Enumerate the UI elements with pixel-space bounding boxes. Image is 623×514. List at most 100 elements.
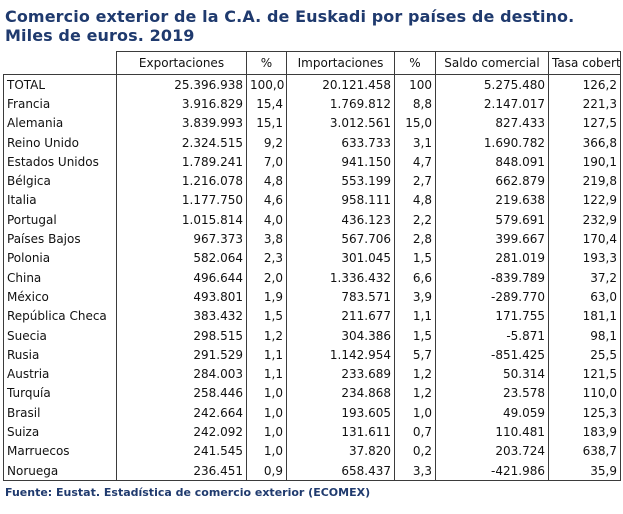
country-header	[3, 51, 117, 75]
country-cell: México	[3, 287, 117, 307]
coverage-cell: 37,2	[548, 267, 621, 288]
balance-cell: 1.690.782	[435, 132, 549, 153]
trade-table: Exportaciones% Importaciones% Saldo comerc…	[3, 51, 621, 482]
coverage-cell: 183,9	[548, 422, 621, 442]
exports-cell: 242.092	[116, 422, 247, 442]
country-cell: Turquía	[3, 383, 117, 404]
table-row: Polonia 582.064 2,3 301.045 1,5 281.019 193,3	[3, 248, 621, 268]
balance-cell: 171.755	[435, 306, 549, 326]
table-row: Suiza 242.092 1,0 131.611 0,7 110.481 183,9	[3, 422, 621, 442]
exports-cell: 383.432	[116, 306, 247, 326]
imports-pct-cell: 2,2	[394, 210, 436, 230]
country-cell: Francia	[3, 94, 117, 114]
balance-cell: -839.789	[435, 267, 549, 288]
country-cell: República Checa	[3, 306, 117, 326]
exports-pct-cell: 1,0	[246, 383, 287, 404]
exports-cell: 1.216.078	[116, 171, 247, 191]
coverage-cell: 221,3	[548, 94, 621, 114]
balance-cell: 23.578	[435, 383, 549, 404]
exports-cell: 493.801	[116, 287, 247, 307]
table-row: Brasil 242.664 1,0 193.605 1,0 49.059 125,3	[3, 403, 621, 423]
imports-pct-cell: 15,0	[394, 113, 436, 133]
country-cell: Estados Unidos	[3, 152, 117, 172]
imports-pct-cell: 3,1	[394, 132, 436, 153]
country-cell: Suiza	[3, 422, 117, 442]
country-cell: Suecia	[3, 325, 117, 346]
exports-cell: 241.545	[116, 441, 247, 461]
exports-cell: 236.451	[116, 460, 247, 482]
exports-pct-cell: 4,6	[246, 190, 287, 211]
exports-pct-header: %	[246, 51, 287, 75]
total-row: TOTAL 25.396.938 100,0 20.121.458 100 5.275.4…	[3, 74, 621, 95]
header-row: Exportaciones% Importaciones% Saldo comerc…	[3, 51, 621, 75]
imports-pct-cell: 6,6	[394, 267, 436, 288]
imports-pct-cell: 1,2	[394, 364, 436, 384]
exports-pct-cell: 1,0	[246, 441, 287, 461]
coverage-cell: 63,0	[548, 287, 621, 307]
imports-cell: 301.045	[286, 248, 395, 268]
country-cell: Países Bajos	[3, 229, 117, 249]
table-row: Italia 1.177.750 4,6 958.111 4,8 219.638 122,9	[3, 190, 621, 211]
balance-cell: 203.724	[435, 441, 549, 461]
table-row: Austria 284.003 1,1 233.689 1,2 50.314 121,5	[3, 364, 621, 384]
balance-cell: -851.425	[435, 345, 549, 365]
exports-pct-cell: 1,0	[246, 403, 287, 423]
title-line-2: Miles de euros. 2019	[5, 26, 195, 45]
imports-pct-cell: 4,8	[394, 190, 436, 211]
table-row: Noruega 236.451 0,9 658.437 3,3 -421.986 35,9	[3, 460, 621, 482]
imports-cell: 783.571	[286, 287, 395, 307]
imports-cell: 193.605	[286, 403, 395, 423]
table-row: Portugal 1.015.814 4,0 436.123 2,2 579.691 232…	[3, 210, 621, 230]
balance-cell: 5.275.480	[435, 74, 549, 95]
imports-cell: 3.012.561	[286, 113, 395, 133]
table-row: Rusia 291.529 1,1 1.142.954 5,7 -851.425 25,5	[3, 345, 621, 365]
exports-cell: 582.064	[116, 248, 247, 268]
exports-pct-cell: 4,8	[246, 171, 287, 191]
exports-pct-cell: 1,1	[246, 345, 287, 365]
imports-pct-cell: 1,0	[394, 403, 436, 423]
source-note: Fuente: Eustat. Estadística de comercio …	[5, 486, 371, 499]
imports-cell: 941.150	[286, 152, 395, 172]
imports-cell: 1.336.432	[286, 267, 395, 288]
coverage-cell: 170,4	[548, 229, 621, 249]
balance-header: Saldo comercial	[435, 51, 549, 75]
balance-cell: -289.770	[435, 287, 549, 307]
balance-cell: 827.433	[435, 113, 549, 133]
coverage-cell: 125,3	[548, 403, 621, 423]
exports-pct-cell: 1,2	[246, 325, 287, 346]
exports-cell: 3.916.829	[116, 94, 247, 114]
imports-header: Importaciones	[286, 51, 395, 75]
balance-cell: 219.638	[435, 190, 549, 211]
imports-cell: 1.769.812	[286, 94, 395, 114]
balance-cell: 399.667	[435, 229, 549, 249]
coverage-cell: 193,3	[548, 248, 621, 268]
exports-pct-cell: 3,8	[246, 229, 287, 249]
coverage-cell: 366,8	[548, 132, 621, 153]
exports-pct-cell: 15,1	[246, 113, 287, 133]
table-row: China 496.644 2,0 1.336.432 6,6 -839.789 37,2	[3, 267, 621, 288]
balance-cell: 848.091	[435, 152, 549, 172]
exports-pct-cell: 1,9	[246, 287, 287, 307]
imports-cell: 567.706	[286, 229, 395, 249]
imports-cell: 958.111	[286, 190, 395, 211]
exports-cell: 967.373	[116, 229, 247, 249]
imports-cell: 20.121.458	[286, 74, 395, 95]
exports-cell: 496.644	[116, 267, 247, 288]
country-cell: TOTAL	[3, 74, 117, 95]
table-row: Turquía 258.446 1,0 234.868 1,2 23.578 110,0	[3, 383, 621, 404]
country-cell: Marruecos	[3, 441, 117, 461]
coverage-cell: 121,5	[548, 364, 621, 384]
imports-cell: 658.437	[286, 460, 395, 482]
exports-cell: 1.789.241	[116, 152, 247, 172]
table-row: Bélgica 1.216.078 4,8 553.199 2,7 662.879 219,…	[3, 171, 621, 191]
imports-pct-cell: 0,7	[394, 422, 436, 442]
coverage-cell: 122,9	[548, 190, 621, 211]
imports-cell: 633.733	[286, 132, 395, 153]
imports-pct-cell: 100	[394, 74, 436, 95]
imports-cell: 234.868	[286, 383, 395, 404]
balance-cell: 579.691	[435, 210, 549, 230]
exports-pct-cell: 1,5	[246, 306, 287, 326]
imports-pct-cell: 1,5	[394, 325, 436, 346]
table-row: Francia 3.916.829 15,4 1.769.812 8,8 2.147.01…	[3, 94, 621, 114]
exports-cell: 242.664	[116, 403, 247, 423]
